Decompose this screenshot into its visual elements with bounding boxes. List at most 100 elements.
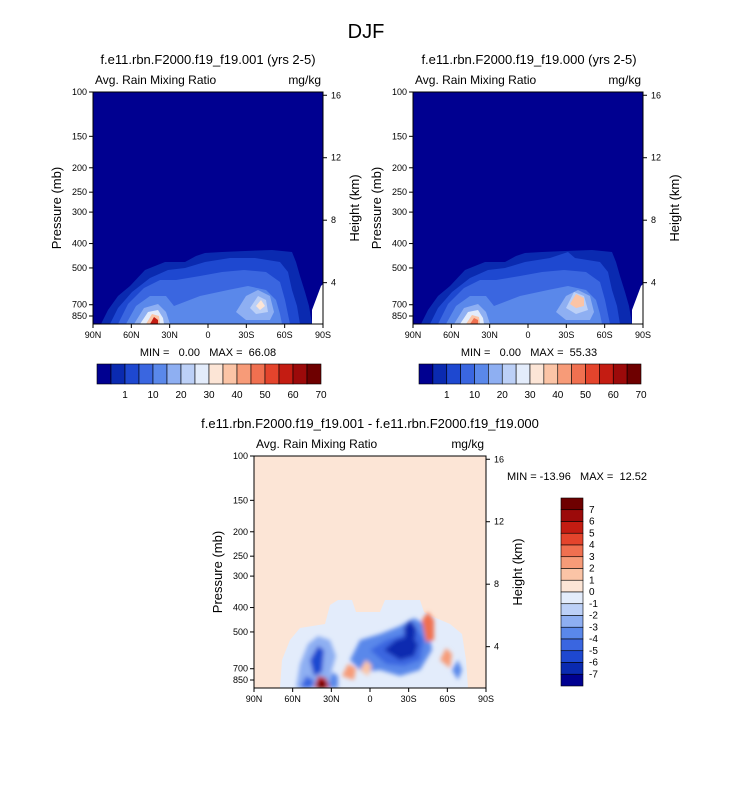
x-tick-label: 60S — [277, 330, 293, 340]
colorbar-swatch — [560, 591, 584, 605]
colorbar-swatch — [208, 363, 224, 385]
y-tick-label: 500 — [392, 263, 407, 273]
panel-b-field — [421, 250, 643, 324]
colorbar-swatch — [571, 363, 586, 385]
colorbar-swatch — [560, 532, 584, 546]
colorbar-swatch — [626, 363, 642, 385]
colorbar-label: -6 — [589, 658, 598, 669]
colorbar-swatch — [264, 363, 280, 385]
y-tick-label: 400 — [233, 603, 248, 613]
x-tick-label: 30S — [558, 330, 574, 340]
colorbar-swatch — [306, 363, 322, 385]
y-tick-label: 850 — [392, 311, 407, 321]
colorbar-label: -7 — [589, 669, 598, 680]
colorbar-swatch — [560, 673, 584, 687]
panel-a: f.e11.rbn.F2000.f19_f19.001 (yrs 2-5) Av… — [49, 52, 362, 401]
colorbar-label: -4 — [589, 634, 598, 645]
y-tick-label: 150 — [72, 131, 87, 141]
colorbar-label: -5 — [589, 646, 598, 657]
y-tick-label: 850 — [72, 311, 87, 321]
y-tick-label: 300 — [233, 571, 248, 581]
colorbar-label: 60 — [608, 390, 620, 401]
colorbar-label: -2 — [589, 611, 598, 622]
panel-a-title: f.e11.rbn.F2000.f19_f19.001 (yrs 2-5) — [100, 52, 315, 67]
panel-c-left-label: Avg. Rain Mixing Ratio — [256, 437, 377, 451]
colorbar-swatch — [110, 363, 126, 385]
colorbar-label: -1 — [589, 599, 598, 610]
panel-b-plot-area — [413, 92, 643, 324]
colorbar-swatch — [560, 509, 584, 522]
colorbar-label: 60 — [287, 390, 299, 401]
y2-tick-label: 4 — [651, 278, 656, 288]
colorbar-swatch — [236, 363, 252, 385]
colorbar-swatch — [250, 363, 266, 385]
colorbar-swatch — [560, 521, 584, 534]
colorbar-label: 7 — [589, 505, 595, 516]
y2-tick-label: 16 — [651, 90, 661, 100]
y2-tick-label: 8 — [494, 579, 499, 589]
colorbar-swatch — [560, 556, 584, 569]
colorbar-swatch — [278, 363, 294, 385]
panel-a-plot-area — [93, 92, 323, 324]
y2-axis-title: Height (km) — [347, 174, 362, 241]
colorbar-swatch — [529, 363, 545, 385]
colorbar-swatch — [612, 363, 628, 385]
colorbar-swatch — [557, 363, 572, 385]
colorbar-label: 70 — [315, 390, 327, 401]
colorbar-swatch — [515, 363, 531, 385]
y-tick-label: 250 — [72, 187, 87, 197]
y-tick-label: 150 — [233, 495, 248, 505]
colorbar-swatch — [418, 363, 434, 385]
x-tick-label: 90N — [85, 330, 102, 340]
y2-tick-label: 4 — [331, 278, 336, 288]
y-axis-title: Pressure (mb) — [369, 167, 384, 249]
x-tick-label: 90S — [315, 330, 331, 340]
x-tick-label: 90N — [405, 330, 422, 340]
x-tick-label: 90S — [478, 694, 494, 704]
y-tick-label: 300 — [392, 207, 407, 217]
colorbar-swatch — [152, 363, 168, 385]
colorbar-swatch — [560, 650, 584, 663]
colorbar-label: 1 — [122, 390, 128, 401]
y-tick-label: 850 — [233, 675, 248, 685]
panel-c-units: mg/kg — [451, 437, 484, 451]
y-tick-label: 100 — [392, 87, 407, 97]
x-tick-label: 30S — [238, 330, 254, 340]
y2-tick-label: 4 — [494, 642, 499, 652]
colorbar-swatch — [560, 638, 584, 652]
colorbar-label: 50 — [259, 390, 271, 401]
y-tick-label: 200 — [72, 163, 87, 173]
panel-c: f.e11.rbn.F2000.f19_f19.001 - f.e11.rbn.… — [201, 416, 647, 704]
colorbar-label: 10 — [469, 390, 481, 401]
y-tick-label: 100 — [233, 451, 248, 461]
x-tick-label: 60S — [597, 330, 613, 340]
colorbar-swatch — [124, 363, 140, 385]
colorbar-label: 3 — [589, 552, 595, 563]
y-tick-label: 400 — [392, 239, 407, 249]
colorbar-swatch — [166, 363, 182, 385]
y2-tick-label: 16 — [494, 454, 504, 464]
y2-axis-title: Height (km) — [510, 538, 525, 605]
colorbar-swatch — [180, 363, 196, 385]
colorbar-swatch — [560, 615, 584, 628]
panel-b-title: f.e11.rbn.F2000.f19_f19.000 (yrs 2-5) — [421, 52, 636, 67]
panel-a-units: mg/kg — [288, 73, 321, 87]
y-tick-label: 100 — [72, 87, 87, 97]
colorbar-swatch — [543, 363, 559, 385]
colorbar-swatch — [292, 363, 308, 385]
x-tick-label: 30N — [161, 330, 178, 340]
panel-a-axes: 90N 60N 30N 0 30S 60S 90S 100 150 200 250 300 400 500… — [49, 87, 362, 340]
y-tick-label: 400 — [72, 239, 87, 249]
panel-a-left-label: Avg. Rain Mixing Ratio — [95, 73, 216, 87]
panel-c-axes: 90N 60N 30N 0 30S 60S 90S 100 150 200 250 300 400 500… — [210, 451, 525, 704]
y-tick-label: 200 — [233, 527, 248, 537]
colorbar-swatch — [560, 626, 584, 640]
colorbar-label: -3 — [589, 622, 598, 633]
x-tick-label: 90S — [635, 330, 651, 340]
x-tick-label: 0 — [205, 330, 210, 340]
y-tick-label: 150 — [392, 131, 407, 141]
x-tick-label: 30N — [323, 694, 340, 704]
colorbar-swatch — [460, 363, 475, 385]
y2-tick-label: 12 — [651, 153, 661, 163]
